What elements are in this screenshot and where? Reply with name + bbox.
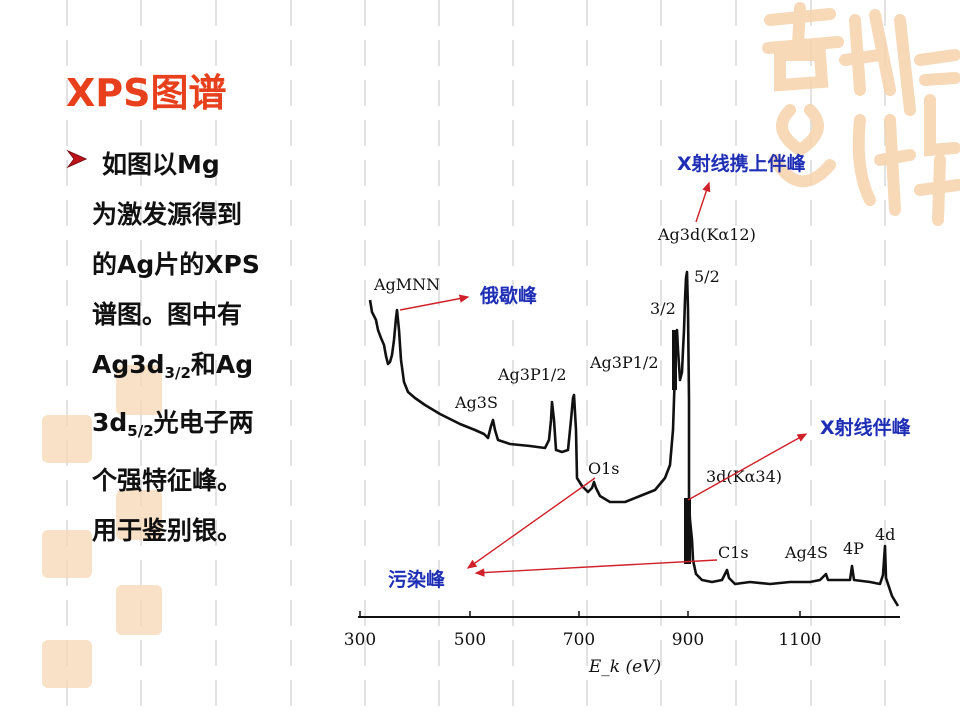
- peak-label: Ag3d(Kα12): [657, 225, 756, 244]
- body-line: 如图以Mg: [102, 150, 220, 179]
- x-tick-label: 700: [563, 630, 595, 650]
- body-line: 谱图。图中有: [92, 300, 243, 329]
- body-line: 用于鉴别银。: [92, 516, 243, 545]
- seal-stamp-icon: [116, 490, 162, 540]
- peak-label: Ag4S: [784, 543, 828, 562]
- peak-label: O1s: [588, 459, 620, 478]
- x-axis: 300 500 700 900 1100 E_k (eV): [344, 611, 900, 677]
- x-tick-label: 900: [672, 630, 704, 650]
- x-tick-label: 300: [344, 630, 376, 650]
- arrow-icon: [466, 477, 596, 569]
- slide-title: XPS图谱: [66, 71, 227, 115]
- calligraphy-watermark-icon: [762, 2, 960, 226]
- arrow-bullet-icon: [66, 149, 88, 169]
- seal-stamp-icon: [42, 530, 92, 578]
- spectrum-noise: [672, 330, 677, 390]
- peak-label: 4d: [875, 525, 895, 544]
- body-line: 为激发源得到: [92, 200, 243, 229]
- arrow-icon: [474, 559, 718, 577]
- seal-stamp-icon: [116, 585, 162, 635]
- peak-label: 3/2: [650, 299, 676, 318]
- seal-stamp-icon: [116, 365, 162, 415]
- peak-label: Ag3P1/2: [497, 365, 567, 384]
- annotation-xray-satellite: X射线伴峰: [820, 416, 912, 439]
- x-axis-label: E_k (eV): [588, 657, 661, 677]
- annotation-arrows: [399, 181, 808, 577]
- spectrum-line: [368, 270, 900, 607]
- arrow-icon: [399, 294, 470, 311]
- seal-stamp-icon: [42, 640, 92, 688]
- seal-stamp-icon: [42, 415, 92, 463]
- peak-label: Ag3P1/2: [589, 353, 659, 372]
- slide-body: 如图以Mg 为激发源得到 的Ag片的XPS 谱图。图中有 Ag3d3/2和Ag …: [92, 140, 312, 556]
- peak-labels: AgMNN Ag3S Ag3P1/2 Ag3P1/2 O1s 3/2 5/2 A…: [373, 225, 895, 562]
- body-line: 3d5/2光电子两: [92, 408, 254, 440]
- peak-label: Ag3S: [454, 393, 498, 412]
- annotation-auger-peak: 俄歇峰: [479, 284, 538, 307]
- arrow-icon: [695, 181, 711, 223]
- peak-label: 5/2: [694, 267, 720, 286]
- annotation-contamination-peak: 污染峰: [388, 568, 446, 591]
- arrow-icon: [687, 433, 808, 501]
- peak-label: C1s: [718, 543, 749, 562]
- peak-label: 4P: [843, 539, 864, 558]
- body-line: 的Ag片的XPS: [92, 250, 260, 279]
- annotation-xray-satellite-shakeup: X射线携上伴峰: [677, 152, 807, 175]
- spectrum-noise: [684, 498, 691, 564]
- peak-label: AgMNN: [373, 275, 440, 294]
- peak-label: 3d(Kα34): [706, 467, 782, 486]
- body-line: Ag3d3/2和Ag: [92, 350, 254, 382]
- body-line: 个强特征峰。: [92, 466, 243, 495]
- x-tick-label: 500: [454, 630, 486, 650]
- x-tick-label: 1100: [778, 630, 821, 650]
- annotations: X射线携上伴峰 俄歇峰 X射线伴峰 污染峰: [388, 152, 912, 591]
